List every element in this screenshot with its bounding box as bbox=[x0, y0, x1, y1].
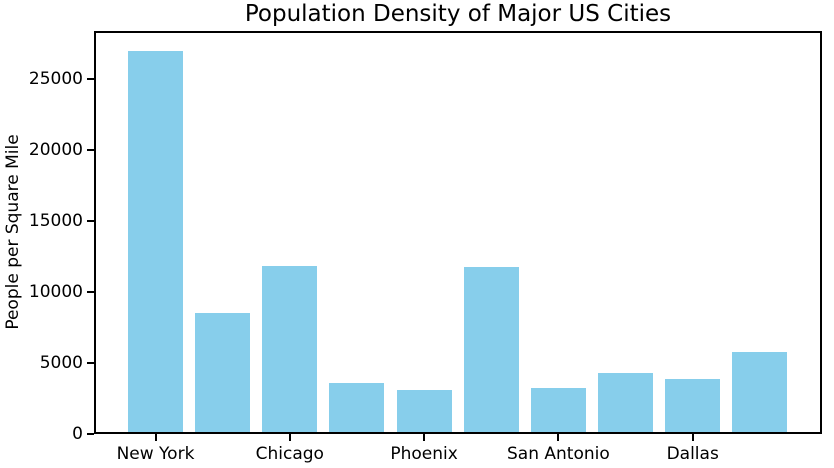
x-tick-label: New York bbox=[116, 444, 195, 464]
x-tick-label: Chicago bbox=[255, 444, 324, 464]
bar bbox=[128, 50, 183, 434]
bar bbox=[463, 267, 519, 434]
y-tick-label: 20000 bbox=[28, 140, 83, 161]
y-tick-mark bbox=[87, 362, 94, 365]
y-tick-mark bbox=[87, 433, 94, 435]
x-tick-mark bbox=[154, 434, 157, 441]
y-tick-label: 25000 bbox=[28, 69, 83, 90]
bar bbox=[598, 372, 654, 434]
x-tick-mark bbox=[691, 434, 694, 441]
x-tick-mark bbox=[557, 434, 560, 441]
bar bbox=[665, 378, 721, 434]
y-tick-label: 0 bbox=[72, 424, 83, 444]
y-tick-mark bbox=[87, 78, 94, 81]
bar bbox=[195, 313, 251, 434]
y-tick-label: 5000 bbox=[39, 353, 83, 374]
bar bbox=[396, 390, 452, 434]
chart-title: Population Density of Major US Cities bbox=[244, 1, 672, 27]
bar bbox=[329, 382, 385, 434]
y-tick-mark bbox=[87, 220, 94, 223]
y-tick-label: 10000 bbox=[28, 282, 83, 303]
x-tick-label: Phoenix bbox=[390, 444, 458, 464]
y-tick-mark bbox=[87, 149, 94, 152]
plot-area bbox=[94, 31, 822, 434]
x-tick-label: Dallas bbox=[666, 444, 719, 464]
x-tick-label: San Antonio bbox=[507, 444, 610, 464]
y-tick-label: 15000 bbox=[28, 211, 83, 232]
y-tick-mark bbox=[87, 291, 94, 294]
x-tick-mark bbox=[423, 434, 426, 441]
bar bbox=[262, 265, 318, 434]
bar bbox=[530, 387, 586, 434]
bar bbox=[732, 352, 788, 434]
x-tick-mark bbox=[288, 434, 291, 441]
